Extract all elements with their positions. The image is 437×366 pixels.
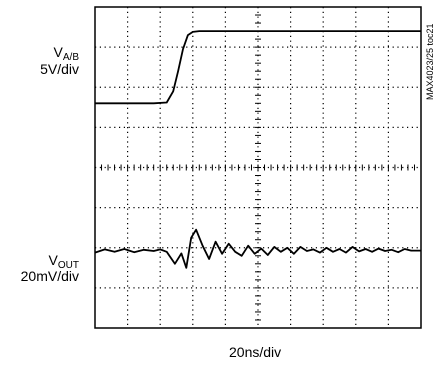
channel-b-scale: 20mV/div — [20, 268, 79, 284]
channel-b-name: V — [48, 252, 58, 268]
x-scale-label: 20ns/div — [229, 344, 282, 360]
channel-a-scale: 5V/div — [40, 61, 79, 77]
trace-va-b — [95, 30, 421, 105]
traces — [94, 30, 421, 269]
channel-a-label: VA/B — [54, 44, 79, 66]
trace-vout — [94, 228, 421, 269]
document-id: MAX4023/25 toc21 — [425, 23, 435, 100]
channel-b-label: VOUT — [49, 252, 79, 274]
channel-b-subscript: OUT — [57, 260, 79, 271]
channel-a-name: V — [53, 44, 63, 60]
graticule — [95, 7, 421, 328]
plot-frame — [94, 6, 422, 329]
channel-a-subscript: A/B — [62, 52, 79, 63]
